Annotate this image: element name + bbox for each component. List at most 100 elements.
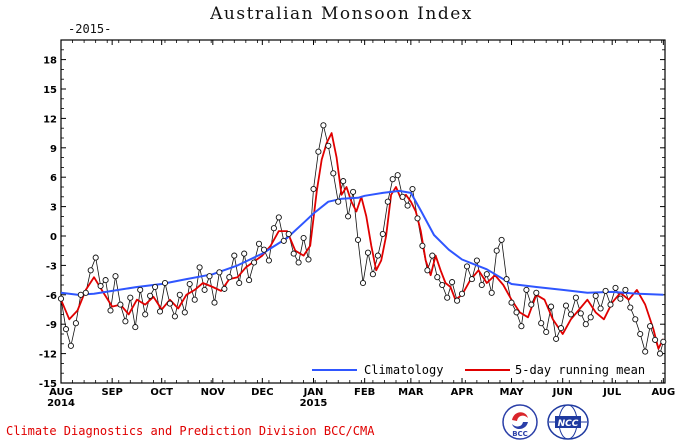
series-layer bbox=[57, 122, 667, 357]
daily-point bbox=[478, 281, 485, 289]
daily-point bbox=[231, 252, 238, 259]
series-daily-line bbox=[60, 125, 664, 355]
daily-point bbox=[325, 142, 332, 149]
daily-point bbox=[409, 185, 416, 193]
daily-point bbox=[468, 276, 475, 283]
daily-point bbox=[335, 198, 342, 205]
daily-point bbox=[137, 286, 144, 293]
plot-frame bbox=[60, 39, 666, 384]
daily-point bbox=[216, 269, 223, 276]
daily-point bbox=[320, 122, 327, 129]
daily-point bbox=[142, 311, 149, 318]
daily-point bbox=[265, 257, 272, 264]
daily-point bbox=[399, 193, 406, 200]
daily-point bbox=[513, 309, 520, 316]
daily-point bbox=[404, 202, 411, 209]
daily-point bbox=[156, 308, 164, 315]
y-tick-label: 0 bbox=[50, 232, 57, 243]
daily-point bbox=[196, 264, 203, 271]
daily-point bbox=[374, 252, 381, 259]
daily-point bbox=[206, 273, 213, 280]
x-tick-label: NOV bbox=[201, 387, 226, 398]
daily-point bbox=[538, 320, 545, 327]
daily-point bbox=[191, 296, 198, 303]
daily-point bbox=[221, 285, 228, 292]
bcc-logo-text: BCC bbox=[512, 430, 528, 438]
daily-point bbox=[107, 307, 114, 314]
daily-point bbox=[503, 276, 510, 283]
daily-point bbox=[275, 214, 282, 221]
daily-point bbox=[567, 311, 574, 318]
y-tick-label: 18 bbox=[43, 56, 57, 67]
daily-point bbox=[359, 279, 367, 287]
daily-point bbox=[582, 321, 589, 328]
y-tick-label: 6 bbox=[50, 173, 57, 184]
legend-label-climatology: Climatology bbox=[364, 363, 443, 377]
daily-point bbox=[419, 242, 426, 249]
daily-point bbox=[463, 263, 471, 270]
daily-point bbox=[161, 279, 169, 287]
daily-point bbox=[602, 287, 609, 294]
daily-point bbox=[577, 310, 584, 317]
daily-point bbox=[260, 246, 268, 253]
chart-legend: Climatology 5-day running mean bbox=[312, 363, 645, 377]
daily-point bbox=[647, 323, 654, 330]
daily-point bbox=[637, 330, 644, 338]
daily-point bbox=[92, 254, 99, 261]
daily-point bbox=[652, 336, 659, 343]
daily-point bbox=[201, 286, 208, 293]
daily-point bbox=[330, 170, 337, 177]
x-tick-label: JAN bbox=[303, 387, 324, 398]
daily-point bbox=[350, 188, 357, 195]
daily-point bbox=[379, 230, 386, 238]
x-tick-label: FEB bbox=[354, 387, 375, 398]
daily-point bbox=[518, 323, 525, 330]
daily-point bbox=[211, 299, 218, 306]
daily-point bbox=[632, 316, 639, 323]
daily-point bbox=[424, 267, 431, 274]
daily-point bbox=[67, 342, 74, 349]
daily-point bbox=[251, 259, 258, 266]
daily-point bbox=[166, 300, 173, 307]
daily-point bbox=[439, 281, 446, 289]
y-tick-label: -12 bbox=[39, 350, 57, 361]
y-tick-label: 3 bbox=[50, 203, 57, 214]
daily-point bbox=[434, 274, 441, 281]
daily-point bbox=[285, 230, 292, 238]
y-tick-label: 12 bbox=[43, 114, 57, 125]
daily-point bbox=[384, 198, 391, 205]
daily-point bbox=[87, 267, 94, 274]
daily-point bbox=[449, 279, 456, 286]
daily-point bbox=[255, 240, 263, 247]
daily-point bbox=[660, 338, 667, 345]
daily-point bbox=[493, 247, 500, 254]
daily-point bbox=[612, 284, 619, 291]
daily-point bbox=[572, 294, 579, 301]
daily-point bbox=[112, 273, 119, 280]
bcc-logo: BCC bbox=[500, 402, 540, 446]
legend-label-running-mean: 5-day running mean bbox=[515, 363, 645, 377]
chart-subtitle: -2015- bbox=[68, 22, 112, 36]
x-tick-label: MAR bbox=[398, 387, 424, 398]
daily-point bbox=[553, 335, 560, 342]
daily-point bbox=[176, 291, 183, 298]
daily-point bbox=[152, 283, 159, 291]
daily-point bbox=[171, 313, 178, 320]
daily-point bbox=[117, 301, 124, 308]
daily-point bbox=[340, 178, 347, 185]
daily-point bbox=[310, 185, 317, 193]
y-tick-label: 15 bbox=[43, 85, 57, 96]
daily-point bbox=[523, 286, 530, 293]
ncc-logo-band bbox=[555, 416, 581, 428]
daily-point bbox=[528, 301, 535, 308]
x-tick-label: APR bbox=[451, 387, 474, 398]
daily-point bbox=[414, 215, 421, 222]
daily-point bbox=[315, 148, 322, 155]
daily-point bbox=[300, 234, 307, 242]
x-tick-label: AUG bbox=[49, 387, 73, 398]
daily-point bbox=[498, 236, 505, 243]
chart-title: Australian Monsoon Index bbox=[210, 4, 473, 24]
daily-point bbox=[147, 292, 154, 299]
ncc-logo-text: NCC bbox=[558, 419, 579, 429]
